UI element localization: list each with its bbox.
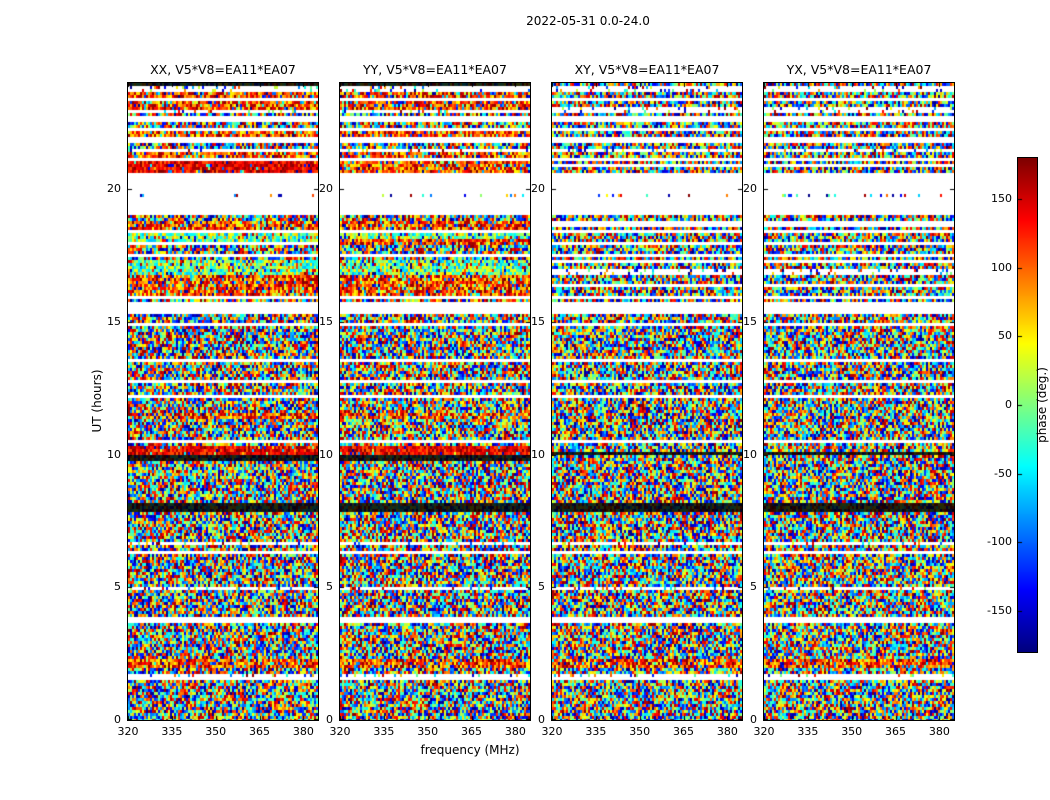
y-tick-label-yy-15: 15 [319, 314, 333, 328]
x-tick-label-xx-350: 350 [205, 725, 227, 738]
subplot-frame-yx [763, 82, 955, 721]
x-tick-label-xx-335: 335 [161, 725, 183, 738]
y-tick-label-yy-5: 5 [326, 580, 333, 594]
y-axis-label: UT (hours) [90, 369, 104, 433]
y-tick-label-xx-10: 10 [107, 447, 121, 461]
subplot-frame-xy [551, 82, 743, 721]
y-tick-label-yx-10: 10 [743, 447, 757, 461]
phase-waterfall-yx [764, 83, 954, 720]
x-tick-label-xy-365: 365 [673, 725, 695, 738]
y-tick-label-xx-15: 15 [107, 314, 121, 328]
x-tick-label-yy-335: 335 [373, 725, 395, 738]
x-tick-label-xx-380: 380 [292, 725, 314, 738]
y-tick-label-xx-0: 0 [114, 713, 121, 726]
x-tick-label-yx-380: 380 [928, 725, 950, 738]
colorbar-tick-label--150: -150 [987, 603, 1012, 617]
x-tick-label-yy-350: 350 [417, 725, 439, 738]
x-tick-label-yx-320: 320 [753, 725, 775, 738]
x-tick-label-xy-320: 320 [541, 725, 563, 738]
y-tick-label-yx-20: 20 [743, 182, 757, 196]
x-tick-label-yy-320: 320 [329, 725, 351, 738]
colorbar-tick-label--50: -50 [994, 466, 1012, 480]
y-tick-label-xx-20: 20 [107, 182, 121, 196]
y-tick-label-yx-5: 5 [750, 580, 757, 594]
colorbar-tick-label-150: 150 [991, 192, 1012, 206]
x-axis-label: frequency (MHz) [420, 743, 520, 757]
y-tick-label-yy-0: 0 [326, 713, 333, 726]
figure-title: 2022-05-31 0.0-24.0 [526, 14, 650, 28]
subplot-frame-yy [339, 82, 531, 721]
colorbar-tick-label-0: 0 [1005, 398, 1012, 411]
x-tick-label-yx-335: 335 [797, 725, 819, 738]
x-tick-label-yx-365: 365 [885, 725, 907, 738]
subplot-title-xx: XX, V5*V8=EA11*EA07 [150, 62, 296, 77]
y-tick-label-xx-5: 5 [114, 580, 121, 594]
colorbar-tick-label-100: 100 [991, 260, 1012, 274]
subplot-title-xy: XY, V5*V8=EA11*EA07 [574, 62, 720, 77]
x-tick-label-xx-365: 365 [249, 725, 271, 738]
colorbar-gradient [1018, 158, 1037, 652]
subplot-frame-xx [127, 82, 319, 721]
phase-waterfall-yy [340, 83, 530, 720]
colorbar-frame [1017, 157, 1038, 653]
subplot-title-yx: YX, V5*V8=EA11*EA07 [786, 62, 932, 77]
x-tick-label-yx-350: 350 [841, 725, 863, 738]
y-tick-label-xy-20: 20 [531, 182, 545, 196]
y-tick-label-yx-0: 0 [750, 713, 757, 726]
x-tick-label-xy-350: 350 [629, 725, 651, 738]
phase-waterfall-xx [128, 83, 318, 720]
y-tick-label-xy-10: 10 [531, 447, 545, 461]
y-tick-label-yy-10: 10 [319, 447, 333, 461]
x-tick-label-xy-380: 380 [716, 725, 738, 738]
x-tick-label-yy-380: 380 [504, 725, 526, 738]
x-tick-label-xy-335: 335 [585, 725, 607, 738]
x-tick-label-yy-365: 365 [461, 725, 483, 738]
y-tick-label-xy-0: 0 [538, 713, 545, 726]
colorbar-tick-label--100: -100 [987, 535, 1012, 549]
colorbar-label: phase (deg.) [1035, 367, 1049, 443]
x-tick-label-xx-320: 320 [117, 725, 139, 738]
subplot-title-yy: YY, V5*V8=EA11*EA07 [363, 62, 507, 77]
y-tick-label-xy-15: 15 [531, 314, 545, 328]
y-tick-label-yx-15: 15 [743, 314, 757, 328]
phase-waterfall-xy [552, 83, 742, 720]
y-tick-label-xy-5: 5 [538, 580, 545, 594]
y-tick-label-yy-20: 20 [319, 182, 333, 196]
colorbar-tick-label-50: 50 [998, 329, 1012, 343]
